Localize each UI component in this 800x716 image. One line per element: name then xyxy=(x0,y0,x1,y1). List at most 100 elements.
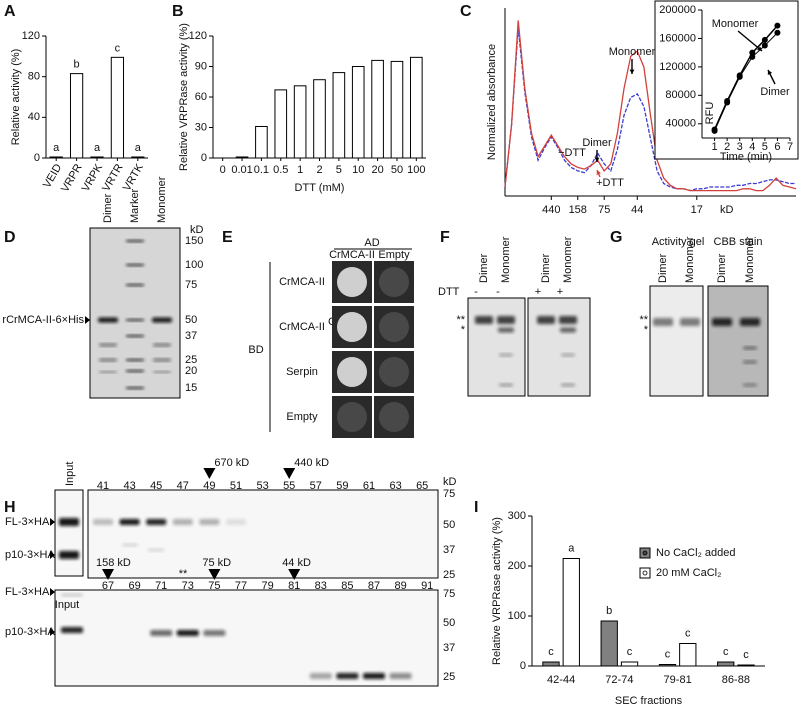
gel xyxy=(54,589,439,687)
lane-label: Dimer xyxy=(657,253,669,283)
size-label: 25 xyxy=(185,354,197,366)
bar xyxy=(390,60,404,159)
gel xyxy=(87,489,439,579)
bar xyxy=(351,66,365,159)
bar xyxy=(49,156,63,159)
bar xyxy=(562,558,580,667)
band xyxy=(99,358,117,362)
band xyxy=(148,548,164,552)
gel xyxy=(54,489,84,577)
panel-letter: D xyxy=(4,229,16,246)
bar xyxy=(620,661,639,667)
x-axis-label: Time (min) xyxy=(720,151,772,163)
fraction-label: 51 xyxy=(230,480,242,492)
y-tick-label: 200000 xyxy=(659,4,696,16)
gel xyxy=(89,227,181,399)
significance-letter: a xyxy=(135,142,142,154)
band xyxy=(712,318,732,326)
lane-label: Dimer xyxy=(102,193,114,223)
colony xyxy=(337,312,367,342)
gel xyxy=(527,297,591,397)
fraction-label: 91 xyxy=(421,580,433,592)
y-axis-label: Relative VRPRase activity (%) xyxy=(491,517,503,665)
colony xyxy=(379,312,409,342)
band xyxy=(59,518,79,526)
fraction-label: 71 xyxy=(155,580,167,592)
bar xyxy=(235,156,249,159)
standard-label: 44 kD xyxy=(282,557,311,569)
lane-label: Marker xyxy=(129,188,141,223)
size-label: 50 xyxy=(443,617,455,629)
standard-label: 75 kD xyxy=(202,557,231,569)
x-tick-label: 2 xyxy=(316,164,322,176)
band xyxy=(743,383,757,387)
fraction-label: 67 xyxy=(102,580,114,592)
y-tick-label: 300 xyxy=(508,510,526,522)
panel-letter: C xyxy=(460,3,472,20)
row-label: Empty xyxy=(286,411,318,423)
annotation: Monomer xyxy=(609,46,656,58)
lane-label: Monomer xyxy=(684,236,696,283)
band xyxy=(561,353,575,357)
size-label: 150 xyxy=(185,235,203,247)
arrow-head xyxy=(629,69,635,74)
column-label: CrMCA-II xyxy=(329,249,375,261)
fraction-label: 85 xyxy=(341,580,353,592)
fraction-label: 59 xyxy=(336,480,348,492)
significance-letter: c xyxy=(665,648,671,660)
lane-label: Dimer xyxy=(478,253,490,283)
band xyxy=(126,358,144,362)
band xyxy=(559,316,577,324)
row-label: CrMCA-II xyxy=(279,276,325,288)
x-tick-label: 79-81 xyxy=(664,674,692,686)
y-tick-label: 90 xyxy=(195,60,207,72)
panel-letter: A xyxy=(4,3,16,20)
y-axis-label: Relative VRPRase activity (%) xyxy=(178,23,190,171)
pointer xyxy=(50,628,55,636)
x-tick-label: 75 xyxy=(598,204,610,216)
band xyxy=(150,630,173,636)
bar xyxy=(332,72,346,159)
bar xyxy=(313,79,326,159)
y-tick-label: 0 xyxy=(520,660,526,672)
band-mark: ** xyxy=(639,314,648,326)
x-tick-label: 5 xyxy=(336,164,342,176)
y-tick-label: 80000 xyxy=(665,89,696,101)
standard-label: 670 kD xyxy=(214,457,249,469)
pointer xyxy=(50,551,55,559)
band xyxy=(98,317,118,323)
dtt-sign: - xyxy=(496,286,500,298)
band xyxy=(199,519,220,525)
lane-label: Monomer xyxy=(744,236,756,283)
x-tick-label: 0.1 xyxy=(254,164,269,176)
fraction-label: 69 xyxy=(128,580,140,592)
bar xyxy=(717,661,735,667)
bar xyxy=(293,85,307,159)
colony xyxy=(379,267,409,297)
x-tick-label: 5 xyxy=(762,141,768,153)
lane-label: Monomer xyxy=(562,236,574,283)
bar xyxy=(255,125,268,159)
fit-line xyxy=(714,32,778,132)
lane-label: Dimer xyxy=(540,253,552,283)
row-label: FL-3×HA xyxy=(5,516,50,528)
fraction-label: 75 xyxy=(208,580,220,592)
lane-label: Monomer xyxy=(156,176,168,223)
y-tick-label: 120 xyxy=(189,30,207,42)
y-axis-label: RFU xyxy=(704,102,716,125)
bar xyxy=(600,620,618,667)
x-tick-label: 72-74 xyxy=(605,674,633,686)
pointer xyxy=(50,518,55,526)
fraction-label: 77 xyxy=(235,580,247,592)
band xyxy=(363,673,385,679)
size-label: 50 xyxy=(443,519,455,531)
band xyxy=(389,673,412,679)
band xyxy=(499,383,513,387)
x-tick-label: VRTR xyxy=(100,162,125,194)
x-tick-label: 50 xyxy=(391,164,403,176)
band xyxy=(99,343,117,347)
ad-label: AD xyxy=(364,237,379,249)
fraction-label: 81 xyxy=(288,580,300,592)
colony xyxy=(337,357,367,387)
